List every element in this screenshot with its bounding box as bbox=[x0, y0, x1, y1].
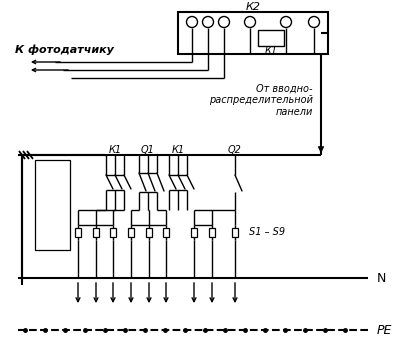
Circle shape bbox=[280, 16, 292, 27]
Bar bbox=[110, 228, 116, 237]
Circle shape bbox=[244, 16, 256, 27]
Text: К1: К1 bbox=[264, 46, 278, 56]
Text: S1 – S9: S1 – S9 bbox=[249, 227, 285, 237]
Circle shape bbox=[202, 16, 214, 27]
Text: К2: К2 bbox=[246, 2, 260, 12]
Bar bbox=[191, 228, 197, 237]
Bar bbox=[128, 228, 134, 237]
Text: К1: К1 bbox=[108, 145, 122, 155]
Bar bbox=[146, 228, 152, 237]
Text: Q1: Q1 bbox=[141, 145, 155, 155]
Bar bbox=[35, 160, 70, 250]
Bar bbox=[75, 228, 81, 237]
Bar bbox=[93, 228, 99, 237]
Bar bbox=[163, 228, 169, 237]
Circle shape bbox=[186, 16, 198, 27]
Bar bbox=[232, 228, 238, 237]
Text: От вводно-
распределительной
панели: От вводно- распределительной панели bbox=[209, 83, 313, 117]
Text: N: N bbox=[377, 272, 386, 284]
Text: К1: К1 bbox=[172, 145, 184, 155]
Text: Q2: Q2 bbox=[228, 145, 242, 155]
Bar bbox=[258, 30, 284, 46]
Circle shape bbox=[308, 16, 320, 27]
Bar bbox=[209, 228, 215, 237]
Text: PE: PE bbox=[377, 324, 392, 336]
Text: К фотодатчику: К фотодатчику bbox=[15, 45, 114, 55]
Bar bbox=[178, 12, 328, 54]
Circle shape bbox=[218, 16, 230, 27]
